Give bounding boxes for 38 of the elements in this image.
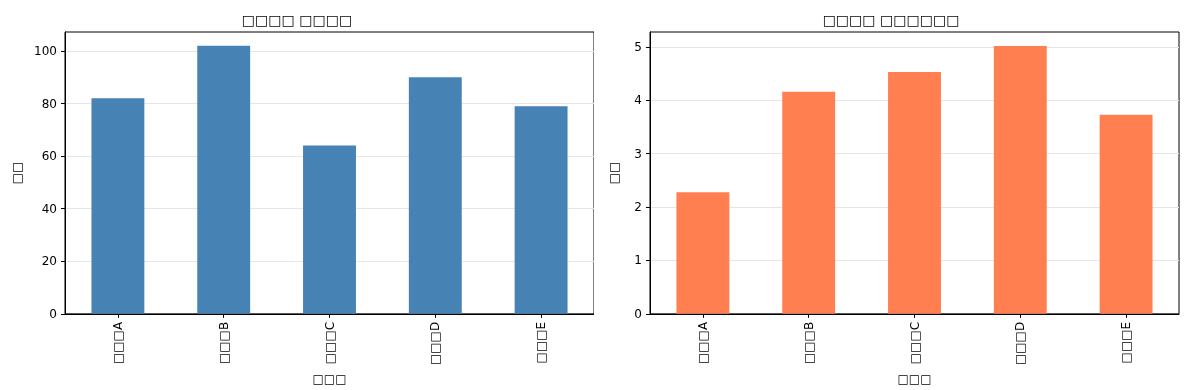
bar [1099, 114, 1153, 314]
y-tick-label: 2 [634, 200, 642, 215]
bar [993, 45, 1047, 314]
y-axis-title: □□ [10, 161, 25, 185]
y-tick-label: 100 [34, 43, 57, 58]
bar [197, 45, 251, 314]
y-tick-label: 0 [49, 306, 57, 321]
chart-title: □□□□ □□□□□□ [822, 12, 960, 28]
y-tick-label: 60 [41, 149, 57, 164]
x-tick-label: □□□D [1013, 321, 1028, 366]
x-tick-label: □□□E [534, 321, 549, 364]
x-axis-title: □□□ [312, 372, 347, 386]
y-tick-label: 1 [634, 253, 642, 268]
x-tick-label: □□□B [801, 321, 816, 365]
y-tick-label: 4 [634, 93, 642, 108]
y-tick-label: 80 [41, 96, 57, 111]
x-tick-label: □□□C [907, 321, 922, 365]
bar [303, 145, 356, 314]
y-tick-label: 0 [634, 306, 642, 321]
x-tick-label: □□□A [695, 321, 710, 365]
y-tick-label: 3 [634, 146, 642, 161]
bar [676, 192, 730, 314]
x-tick-label: □□□C [322, 321, 337, 365]
y-tick-label: 40 [41, 201, 57, 216]
x-tick-label: □□□E [1119, 321, 1134, 364]
chart-title: □□□□ □□□□ [241, 12, 353, 28]
bar [888, 72, 941, 314]
x-tick-label: □□□D [428, 321, 443, 366]
bar [782, 91, 836, 314]
x-tick-label: □□□B [216, 321, 231, 365]
bar [408, 77, 462, 314]
y-tick-label: 20 [41, 254, 57, 269]
y-tick-label: 5 [634, 39, 642, 54]
y-axis-title: □□ [607, 161, 621, 185]
x-axis-title: □□□ [897, 372, 932, 386]
bar [91, 98, 145, 314]
bar [514, 106, 568, 314]
x-tick-label: □□□A [110, 321, 125, 365]
